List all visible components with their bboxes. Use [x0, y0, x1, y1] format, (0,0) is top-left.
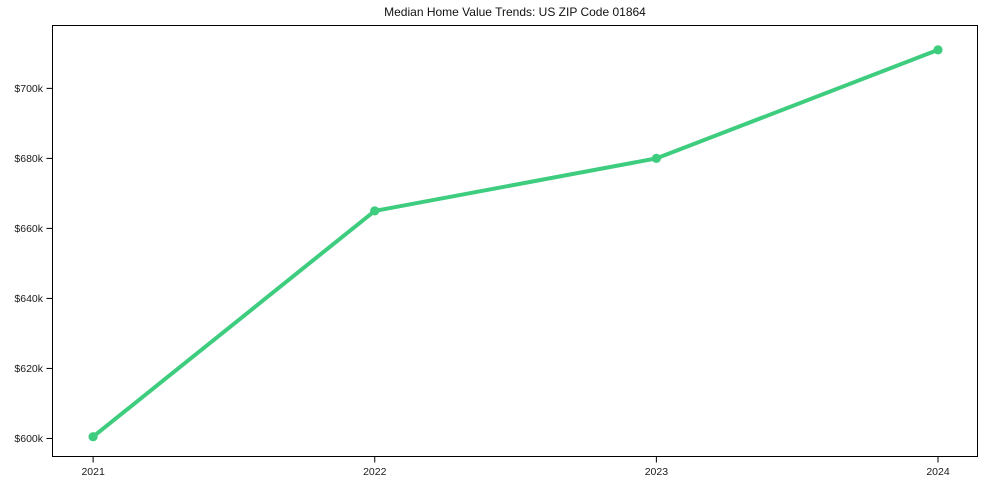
x-tick-label: 2022 [363, 466, 387, 478]
data-point-marker [88, 432, 98, 442]
data-point-marker [651, 153, 662, 163]
y-tick-label: $600k [14, 433, 43, 445]
y-tick-label: $700k [14, 83, 43, 95]
plot-frame [52, 25, 978, 457]
x-tick-label: 2023 [645, 466, 669, 478]
chart-title: Median Home Value Trends: US ZIP Code 01… [384, 5, 646, 19]
y-tick-label: $640k [14, 293, 43, 305]
data-point-marker [370, 206, 380, 216]
x-tick-label: 2024 [926, 466, 950, 478]
x-tick-label: 2021 [81, 466, 105, 478]
y-tick-label: $680k [14, 153, 43, 165]
y-tick-label: $660k [14, 223, 43, 235]
median-home-value-line [91, 47, 940, 439]
data-point-marker [933, 45, 943, 55]
y-tick-label: $620k [14, 363, 43, 375]
